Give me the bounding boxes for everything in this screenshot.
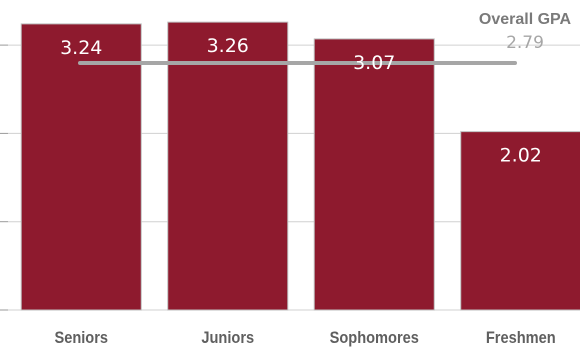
category-label: Juniors xyxy=(201,329,254,347)
bar-seniors xyxy=(20,23,142,311)
value-labels: 3.24 3.26 3.07 2.02 xyxy=(60,35,542,166)
bars xyxy=(20,21,580,311)
value-label: 3.24 xyxy=(60,37,102,59)
category-label: Freshmen xyxy=(486,329,556,347)
bar-freshmen xyxy=(460,131,580,311)
value-label: 3.26 xyxy=(207,35,249,57)
overall-gpa-value: 2.79 xyxy=(506,33,544,53)
bar-juniors xyxy=(167,21,289,311)
value-label: 3.07 xyxy=(353,52,395,74)
category-label: Seniors xyxy=(54,329,108,347)
bar-sophomores xyxy=(313,38,435,311)
overall-gpa-title: Overall GPA xyxy=(479,11,572,28)
category-label: Sophomores xyxy=(330,329,419,347)
category-labels: Seniors Juniors Sophomores Freshmen xyxy=(54,329,555,347)
value-label: 2.02 xyxy=(500,145,542,167)
overall-gpa-line-group: Overall GPA 2.79 xyxy=(78,11,572,65)
